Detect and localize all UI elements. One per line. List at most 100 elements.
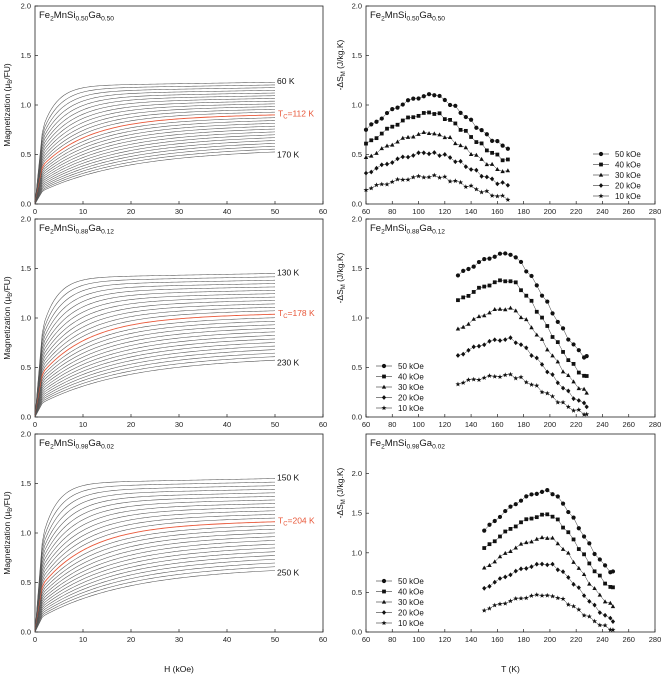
data-point-star [460, 380, 466, 385]
data-point-square [369, 138, 374, 143]
data-point-square [545, 512, 550, 517]
plot-frame [34, 218, 324, 418]
legend-label: 30 kOe [398, 383, 424, 392]
data-point-diamond [381, 395, 387, 400]
series-line [457, 253, 587, 358]
data-point-star [481, 607, 487, 613]
x-tick-label: 0 [33, 635, 37, 644]
data-point-diamond [581, 593, 587, 599]
data-point-triangle [508, 305, 513, 310]
magnetization-curve [34, 485, 276, 633]
data-point-circle [610, 569, 616, 574]
data-point-triangle [482, 565, 487, 570]
data-point-square [437, 111, 442, 116]
y-tick-label: 1.0 [352, 314, 362, 323]
data-point-triangle [560, 546, 566, 551]
legend-label: 50 kOe [398, 362, 424, 371]
magnetization-curve [34, 98, 276, 205]
plot-frame [34, 5, 324, 205]
x-tick-label: 60 [362, 635, 370, 644]
data-point-diamond [458, 158, 463, 164]
data-point-square [599, 162, 603, 167]
data-point-diamond [487, 338, 492, 344]
x-tick-label: 240 [596, 207, 609, 216]
data-point-triangle [479, 156, 484, 161]
legend-label: 40 kOe [615, 161, 641, 170]
data-point-diamond [592, 602, 597, 608]
data-point-triangle [363, 155, 369, 160]
magnetization-curve [34, 551, 276, 633]
data-point-triangle [466, 321, 471, 326]
x-tick-label: 120 [439, 420, 452, 429]
magnetization-curve [34, 143, 276, 205]
data-point-circle [497, 251, 503, 256]
x-tick-label: 40 [223, 420, 231, 429]
data-point-star [523, 379, 529, 385]
data-point-star [597, 622, 603, 628]
magnetization-curve [34, 128, 276, 205]
data-point-triangle [500, 169, 505, 174]
legend-label: 20 kOe [398, 609, 424, 618]
series-line [365, 175, 509, 200]
data-point-circle [471, 264, 476, 269]
data-point-circle [432, 93, 437, 98]
data-point-star [550, 393, 556, 399]
magnetization-curve [34, 92, 276, 205]
data-point-diamond [555, 567, 560, 573]
panel-title: Fe2MnSi0.50Ga0.50 [370, 10, 445, 23]
data-point-circle [555, 319, 560, 325]
data-point-star [607, 627, 613, 632]
data-point-triangle [432, 131, 437, 136]
magnetization-curve [34, 536, 276, 633]
magnetization-curve [34, 273, 276, 418]
magnetization-curve [34, 276, 276, 418]
data-point-triangle [534, 332, 539, 337]
data-point-circle [453, 103, 458, 108]
data-point-circle [490, 138, 495, 143]
data-point-diamond [400, 154, 405, 160]
data-point-triangle [597, 592, 603, 597]
legend-label: 50 kOe [398, 577, 424, 586]
data-point-circle [555, 494, 560, 499]
data-point-square [534, 309, 539, 314]
data-point-square [534, 515, 539, 520]
data-point-circle [487, 522, 492, 527]
data-point-square [529, 298, 534, 303]
magnetization-curve [34, 352, 276, 418]
data-point-star [610, 627, 616, 632]
data-point-triangle [576, 565, 582, 570]
data-point-square [550, 514, 555, 519]
magnetization-curve [34, 335, 276, 418]
x-tick-label: 10 [79, 207, 87, 216]
data-point-diamond [495, 181, 500, 187]
x-tick-label: 100 [412, 207, 425, 216]
data-point-diamond [545, 369, 550, 375]
series-line [457, 307, 587, 394]
data-point-triangle [524, 317, 529, 322]
data-point-star [447, 178, 453, 184]
data-point-triangle [437, 132, 442, 137]
data-point-star [381, 620, 387, 626]
magnetization-curve [34, 338, 276, 418]
data-point-diamond [539, 362, 545, 367]
magnetization-curve [34, 137, 276, 205]
data-point-star [431, 172, 437, 178]
y-tick-label: 0.5 [21, 363, 31, 372]
data-point-square [555, 517, 560, 522]
data-point-circle [513, 255, 518, 260]
data-point-triangle [474, 152, 479, 157]
data-point-triangle [524, 540, 529, 545]
data-point-square [571, 361, 576, 366]
data-point-square [561, 350, 565, 354]
magnetization-curve [34, 481, 276, 633]
data-point-square [505, 157, 510, 162]
magnetization-curve [34, 100, 276, 205]
data-point-triangle [550, 535, 555, 540]
data-point-circle [484, 132, 489, 137]
data-point-triangle [581, 572, 587, 577]
data-point-diamond [426, 151, 432, 157]
data-point-square [561, 525, 565, 530]
data-point-star [484, 188, 490, 194]
magnetization-curve [34, 349, 276, 418]
data-point-square [495, 152, 500, 157]
